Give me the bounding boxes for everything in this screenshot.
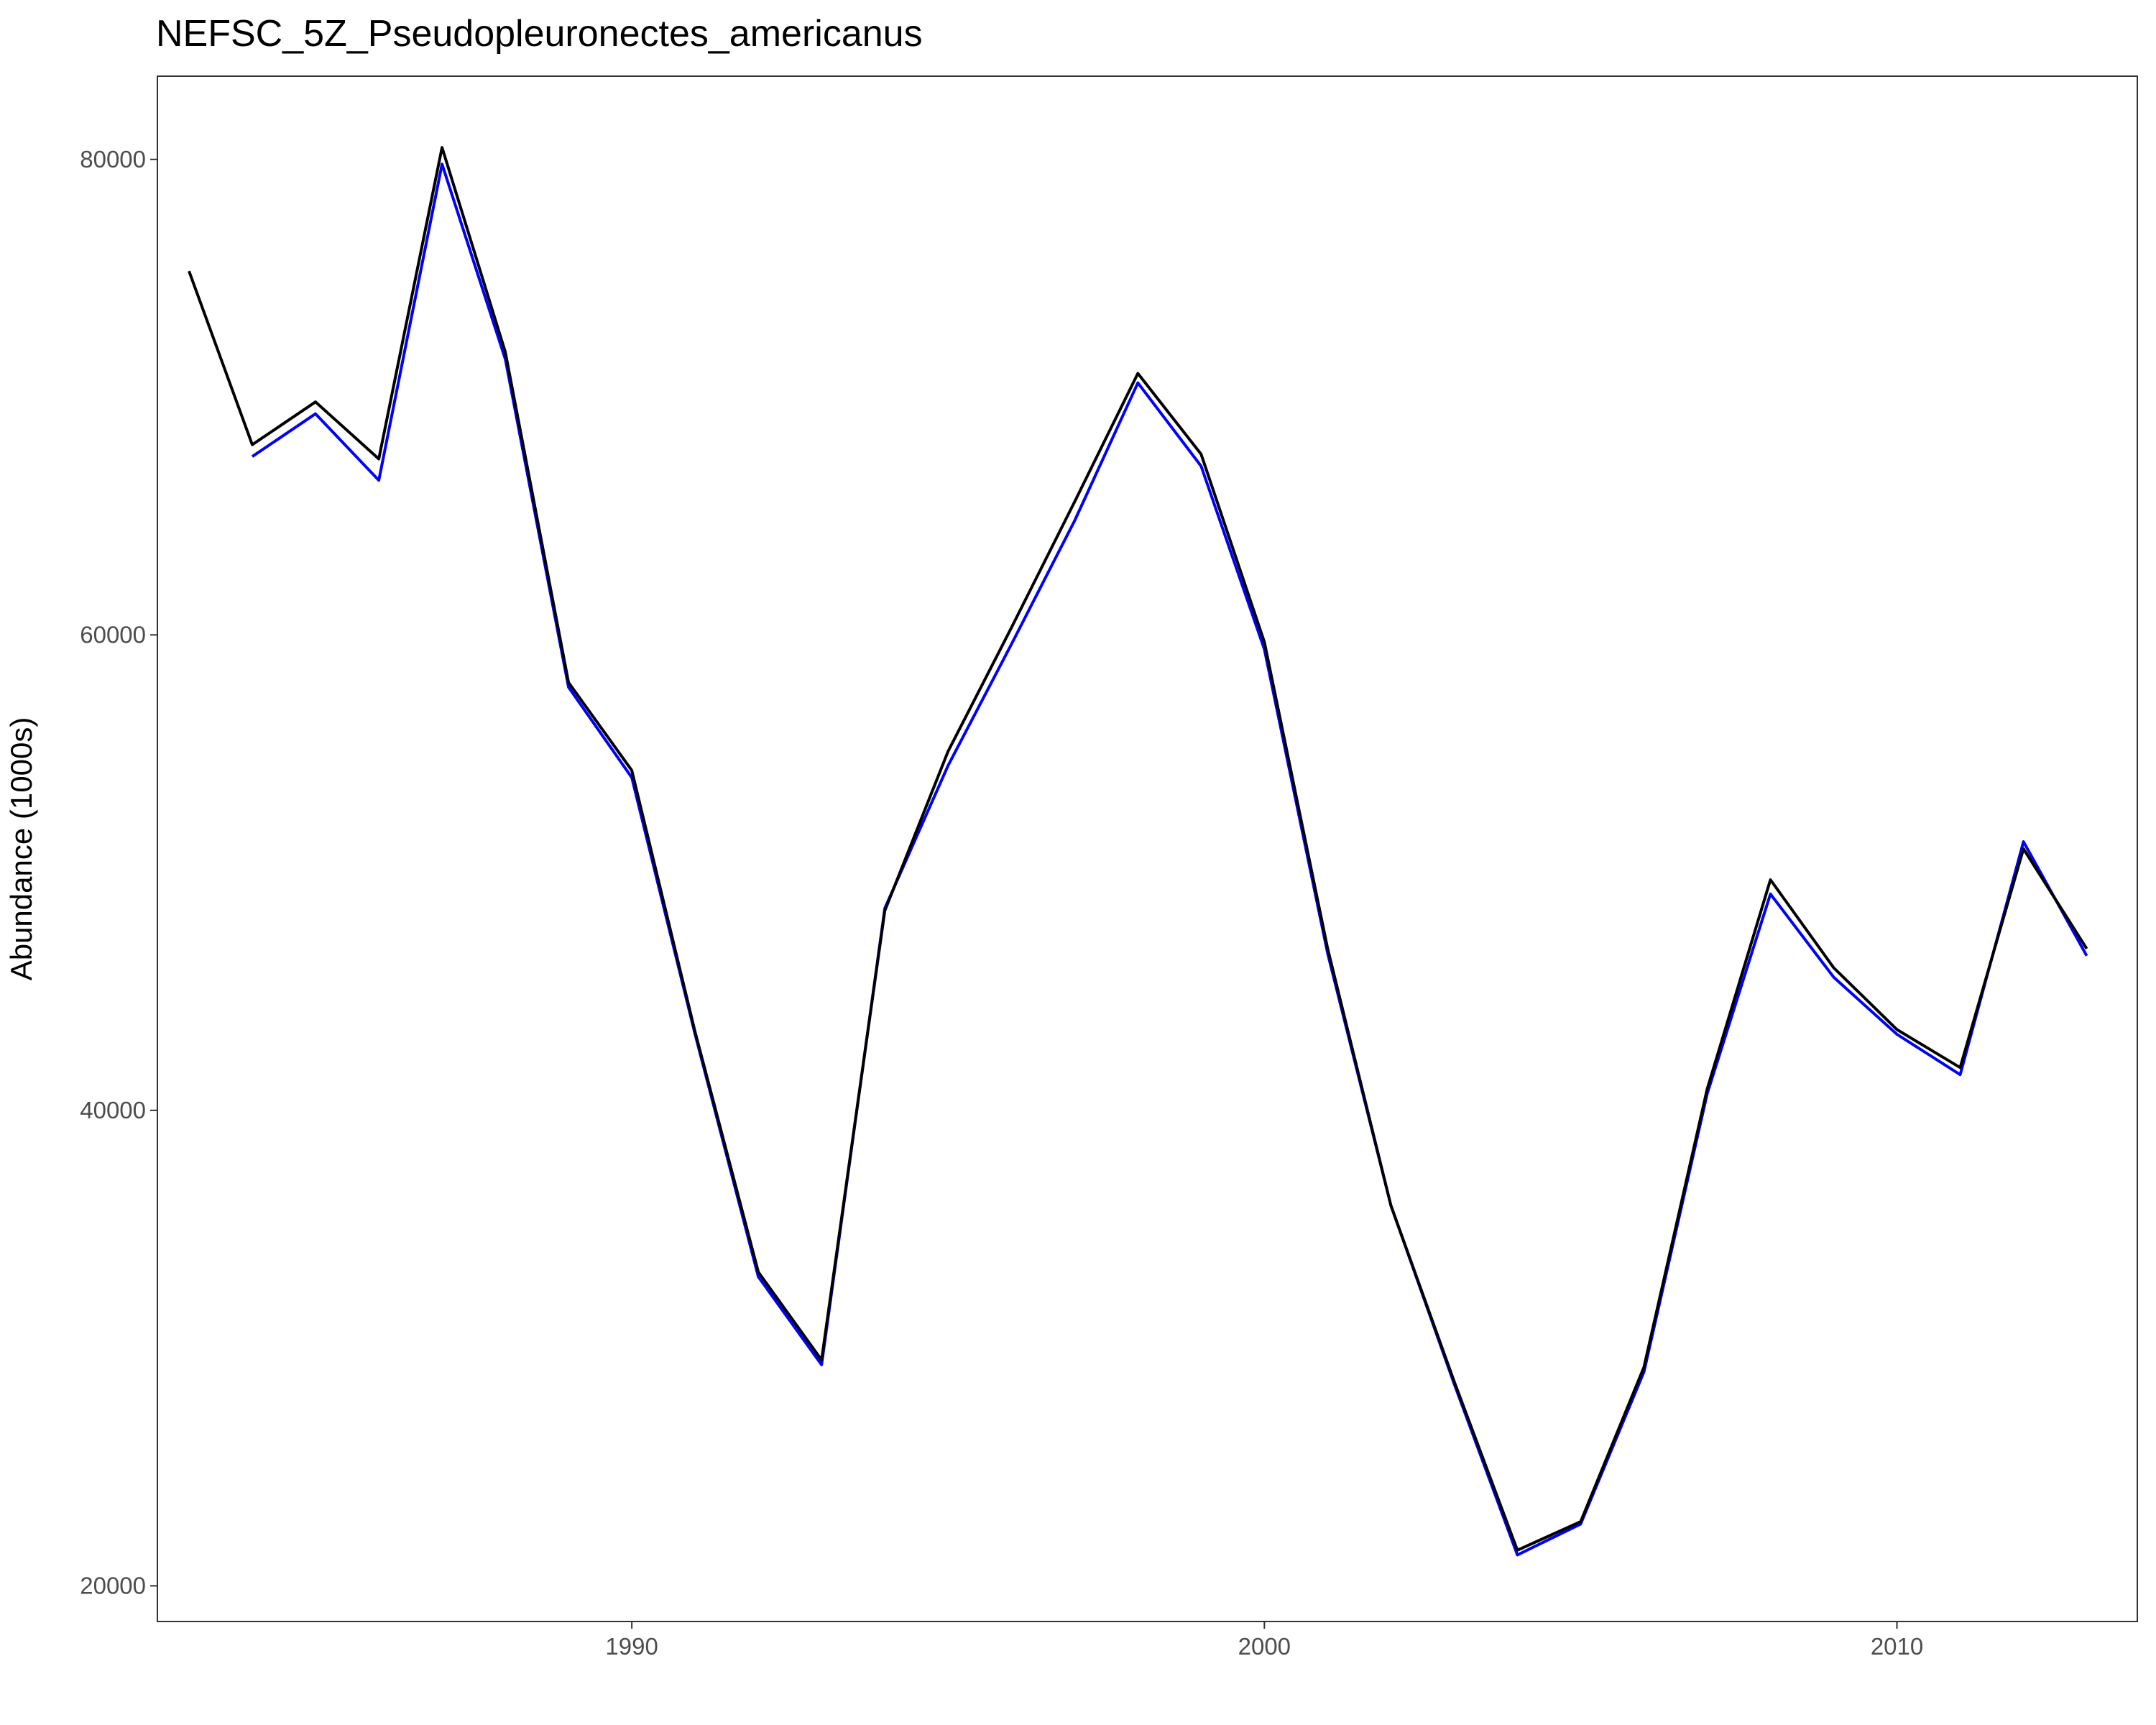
y-tick-label: 40000 [80, 1097, 146, 1123]
series-line-2 [188, 146, 2088, 1552]
x-axis: 1990 2000 2010 [605, 1622, 1923, 1660]
x-tick-label: 2000 [1238, 1633, 1291, 1660]
series-group [188, 146, 2088, 1557]
y-tick-label: 60000 [80, 621, 146, 648]
chart-title: NEFSC_5Z_Pseudopleuronectes_americanus [156, 13, 923, 55]
plot-panel [157, 75, 2138, 1622]
y-tick-label: 80000 [80, 146, 146, 172]
y-tick-label: 20000 [80, 1572, 146, 1598]
y-axis: 20000 40000 60000 80000 [80, 146, 157, 1598]
x-tick-label: 2010 [1871, 1633, 1923, 1660]
x-tick-label: 1990 [605, 1633, 658, 1660]
y-axis-title: Abundance (1000s) [4, 717, 38, 981]
